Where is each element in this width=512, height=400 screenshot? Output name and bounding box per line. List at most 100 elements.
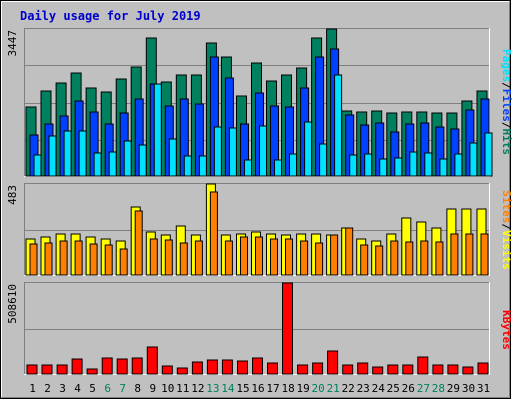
bar-kbytes-day-2: [41, 364, 53, 375]
bar-pages-day-25: [394, 157, 403, 177]
panel-kbytes: 508610 KBytes: [6, 282, 512, 375]
legend-visits-sites: Sites/Visits: [500, 190, 512, 270]
legend-hits-files-pages: Pages/Files/Hits: [500, 49, 512, 155]
x-tick-label-day-17: 17: [266, 382, 279, 395]
bar-pages-day-10: [168, 138, 177, 177]
bar-sites-day-20: [315, 242, 324, 276]
bar-pages-day-29: [454, 153, 463, 177]
bar-sites-day-21: [330, 234, 339, 276]
bar-sites-day-26: [405, 241, 414, 276]
bar-pages-day-12: [198, 155, 207, 177]
bar-kbytes-day-13: [206, 359, 218, 375]
bar-pages-day-7: [123, 140, 132, 177]
x-tick-label-day-5: 5: [89, 382, 96, 395]
bar-sites-day-4: [74, 240, 83, 276]
legend-entry-files: Files: [500, 89, 512, 122]
x-tick-label-day-22: 22: [342, 382, 355, 395]
x-tick-label-day-26: 26: [402, 382, 415, 395]
bar-pages-day-24: [379, 158, 388, 177]
x-tick-label-day-15: 15: [236, 382, 249, 395]
legend-entry-kbytes: KBytes: [500, 310, 512, 350]
bar-sites-day-16: [255, 236, 263, 276]
bar-pages-day-15: [244, 159, 252, 177]
bar-sites-day-23: [360, 244, 369, 276]
x-tick-label-day-10: 10: [161, 382, 174, 395]
legend-entry-visits: Visits: [500, 230, 512, 270]
x-tick-label-day-16: 16: [251, 382, 264, 395]
legend-entry-hits: Hits: [500, 129, 512, 156]
bar-pages-day-2: [48, 135, 57, 177]
bar-kbytes-day-3: [56, 364, 68, 375]
legend-entry-pages: Pages: [500, 49, 512, 82]
x-tick-label-day-9: 9: [149, 382, 156, 395]
bar-pages-day-16: [259, 125, 267, 177]
x-tick-label-day-7: 7: [119, 382, 126, 395]
bar-pages-day-28: [439, 158, 448, 177]
bar-kbytes-day-21: [327, 350, 339, 375]
bar-kbytes-day-7: [116, 358, 128, 375]
bar-pages-day-8: [138, 144, 147, 177]
bar-kbytes-day-11: [176, 367, 188, 375]
bar-sites-day-10: [164, 239, 173, 276]
x-tick-label-day-2: 2: [44, 382, 51, 395]
bar-pages-day-1: [33, 154, 42, 177]
bar-sites-day-1: [29, 243, 38, 276]
bar-sites-day-14: [224, 240, 233, 276]
bar-sites-day-13: [209, 191, 218, 276]
bar-sites-day-19: [300, 240, 309, 276]
bar-sites-day-25: [390, 240, 399, 276]
bar-kbytes-day-26: [402, 364, 414, 375]
bar-kbytes-day-30: [462, 366, 474, 375]
bar-pages-day-30: [469, 142, 478, 177]
bar-sites-day-18: [285, 238, 293, 276]
bar-sites-day-22: [345, 227, 354, 276]
bar-pages-day-31: [484, 132, 493, 177]
bar-sites-day-28: [435, 241, 444, 276]
bar-kbytes-day-12: [191, 361, 203, 375]
bar-sites-day-3: [59, 240, 68, 276]
y-max-label: 508610: [6, 284, 19, 324]
bar-sites-day-11: [179, 242, 188, 276]
bar-kbytes-day-22: [342, 364, 354, 375]
bar-sites-day-9: [149, 238, 158, 276]
panel-hits-files-pages: 3447 Pages/Files/Hits: [6, 28, 512, 177]
x-tick-label-day-13: 13: [206, 382, 219, 395]
bar-kbytes-day-28: [432, 364, 444, 375]
bar-kbytes-day-20: [312, 362, 324, 375]
bar-pages-day-11: [183, 155, 192, 177]
bar-pages-day-3: [63, 130, 72, 177]
bar-kbytes-day-25: [387, 364, 399, 375]
bar-kbytes-day-31: [477, 362, 489, 375]
legend-entry-sites: Sites: [500, 190, 512, 223]
x-tick-label-day-3: 3: [59, 382, 66, 395]
bar-kbytes-day-29: [447, 364, 459, 375]
bar-kbytes-day-6: [101, 357, 113, 375]
legend-kbytes: KBytes: [500, 310, 512, 350]
bar-kbytes-day-23: [357, 362, 369, 375]
x-tick-label-day-31: 31: [477, 382, 490, 395]
bar-pages-day-9: [153, 83, 162, 177]
x-tick-label-day-30: 30: [462, 382, 475, 395]
bar-sites-day-17: [270, 238, 278, 276]
bar-pages-day-27: [424, 152, 433, 177]
bar-sites-day-15: [240, 236, 248, 276]
bar-sites-day-2: [44, 242, 53, 276]
bar-kbytes-day-24: [372, 366, 384, 375]
bar-pages-day-17: [274, 159, 282, 177]
panel-visits-sites: 483 Sites/Visits: [6, 183, 512, 276]
bar-kbytes-day-15: [237, 360, 248, 375]
bar-sites-day-12: [194, 240, 203, 276]
bar-sites-day-7: [119, 248, 128, 276]
bar-kbytes-day-14: [221, 359, 233, 375]
bar-sites-day-30: [465, 233, 474, 276]
bar-pages-day-22: [349, 154, 358, 177]
x-tick-label-day-8: 8: [134, 382, 141, 395]
bar-sites-day-8: [134, 210, 143, 276]
bar-kbytes-day-16: [252, 357, 263, 375]
bar-sites-day-29: [450, 233, 459, 276]
x-tick-label-day-25: 25: [387, 382, 400, 395]
bar-kbytes-day-17: [267, 362, 278, 375]
bar-sites-day-6: [104, 244, 113, 276]
bar-kbytes-day-10: [161, 365, 173, 375]
